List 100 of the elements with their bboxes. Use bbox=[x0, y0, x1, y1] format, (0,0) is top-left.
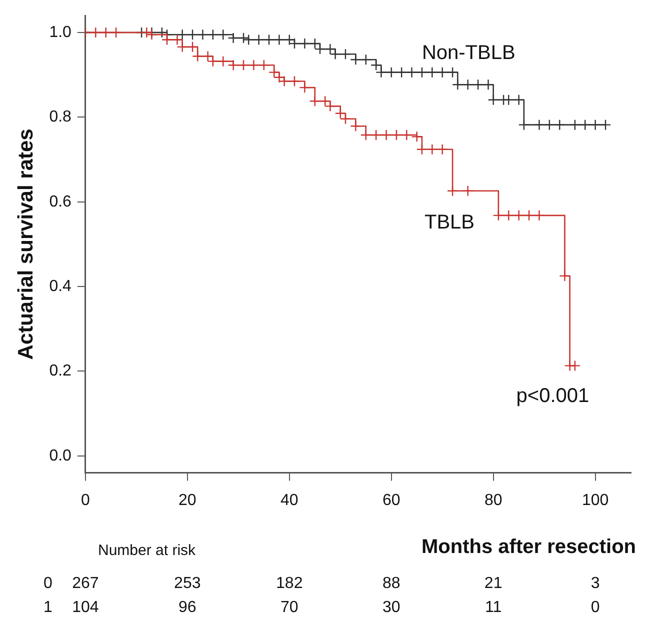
point bbox=[436, 144, 448, 155]
text: 182 bbox=[276, 575, 303, 593]
point bbox=[580, 119, 591, 130]
x-tick-label: 60 bbox=[382, 492, 400, 509]
point bbox=[401, 129, 412, 141]
point bbox=[569, 360, 581, 372]
x-tick-label: 100 bbox=[582, 492, 609, 509]
point bbox=[360, 54, 372, 66]
point bbox=[406, 66, 418, 78]
point bbox=[518, 119, 530, 130]
x-tick-label: 0 bbox=[80, 492, 90, 509]
annotation: p<0.001 bbox=[516, 385, 590, 408]
text: 0 bbox=[44, 575, 52, 593]
y-tick-label: 0.2 bbox=[49, 362, 72, 380]
point bbox=[426, 66, 438, 78]
point bbox=[600, 119, 612, 130]
x-tick-label: 20 bbox=[178, 492, 196, 509]
point bbox=[248, 60, 260, 71]
point bbox=[161, 34, 173, 46]
point bbox=[488, 94, 499, 106]
series-label: Non-TBLB bbox=[422, 42, 516, 64]
y-axis-title: Actuarial survival rates bbox=[14, 128, 38, 360]
point bbox=[228, 60, 239, 71]
series-label: TBLB bbox=[424, 212, 475, 234]
y-tick-label: 0.6 bbox=[49, 193, 72, 210]
point bbox=[350, 54, 362, 66]
point bbox=[386, 66, 397, 78]
point bbox=[258, 60, 270, 71]
text: 11 bbox=[485, 599, 502, 617]
point bbox=[263, 34, 275, 46]
point bbox=[426, 144, 438, 155]
point bbox=[436, 66, 448, 78]
point bbox=[197, 29, 208, 40]
point bbox=[340, 48, 352, 60]
point bbox=[411, 131, 422, 142]
point bbox=[299, 82, 310, 94]
x-tick-label: 40 bbox=[280, 492, 298, 509]
point bbox=[350, 120, 362, 132]
point bbox=[472, 79, 484, 90]
point bbox=[274, 34, 285, 46]
text: 30 bbox=[382, 599, 400, 617]
point bbox=[416, 144, 428, 155]
point bbox=[482, 79, 494, 90]
text: 96 bbox=[178, 599, 196, 617]
x-tick-label: 80 bbox=[484, 492, 502, 509]
point bbox=[360, 129, 372, 141]
point bbox=[238, 60, 250, 71]
point bbox=[544, 119, 556, 130]
point bbox=[100, 26, 112, 38]
point bbox=[90, 26, 102, 38]
point bbox=[396, 66, 408, 78]
point bbox=[390, 129, 402, 141]
point bbox=[238, 32, 250, 44]
point bbox=[534, 210, 545, 222]
text: Number at risk bbox=[98, 542, 196, 559]
point bbox=[590, 119, 601, 130]
point bbox=[186, 29, 198, 40]
text: 21 bbox=[484, 575, 502, 593]
text: 70 bbox=[280, 599, 298, 617]
point bbox=[309, 96, 320, 107]
point bbox=[218, 56, 229, 67]
text: 3 bbox=[590, 575, 600, 593]
point bbox=[446, 185, 458, 196]
text: 1 bbox=[44, 599, 52, 617]
point bbox=[186, 41, 198, 53]
point bbox=[513, 210, 524, 222]
point bbox=[228, 32, 239, 44]
text: 267 bbox=[72, 575, 99, 593]
point bbox=[569, 119, 581, 130]
point bbox=[207, 29, 219, 40]
point bbox=[523, 210, 535, 222]
point bbox=[452, 79, 464, 90]
text: 88 bbox=[382, 575, 400, 593]
point bbox=[380, 129, 392, 141]
point bbox=[416, 66, 428, 78]
point bbox=[288, 76, 300, 87]
point bbox=[370, 129, 382, 141]
point bbox=[503, 94, 514, 106]
y-tick-label: 1.0 bbox=[49, 24, 72, 41]
point bbox=[462, 185, 474, 196]
point bbox=[492, 210, 504, 222]
point bbox=[503, 210, 514, 222]
point bbox=[192, 50, 204, 62]
x-axis-title: Months after resection bbox=[422, 536, 636, 559]
point bbox=[554, 119, 566, 130]
point bbox=[110, 26, 122, 38]
point bbox=[218, 29, 229, 40]
point bbox=[243, 34, 254, 46]
y-tick-label: 0.0 bbox=[49, 447, 72, 464]
text: 0 bbox=[590, 599, 600, 617]
point bbox=[253, 34, 264, 46]
text: 104 bbox=[72, 599, 99, 617]
y-tick-label: 0.4 bbox=[49, 278, 72, 295]
point bbox=[559, 270, 570, 282]
y-tick-label: 0.8 bbox=[49, 108, 72, 126]
point bbox=[299, 38, 310, 50]
point bbox=[462, 79, 474, 90]
point bbox=[176, 29, 188, 40]
text: 253 bbox=[174, 575, 201, 593]
point bbox=[534, 119, 545, 130]
